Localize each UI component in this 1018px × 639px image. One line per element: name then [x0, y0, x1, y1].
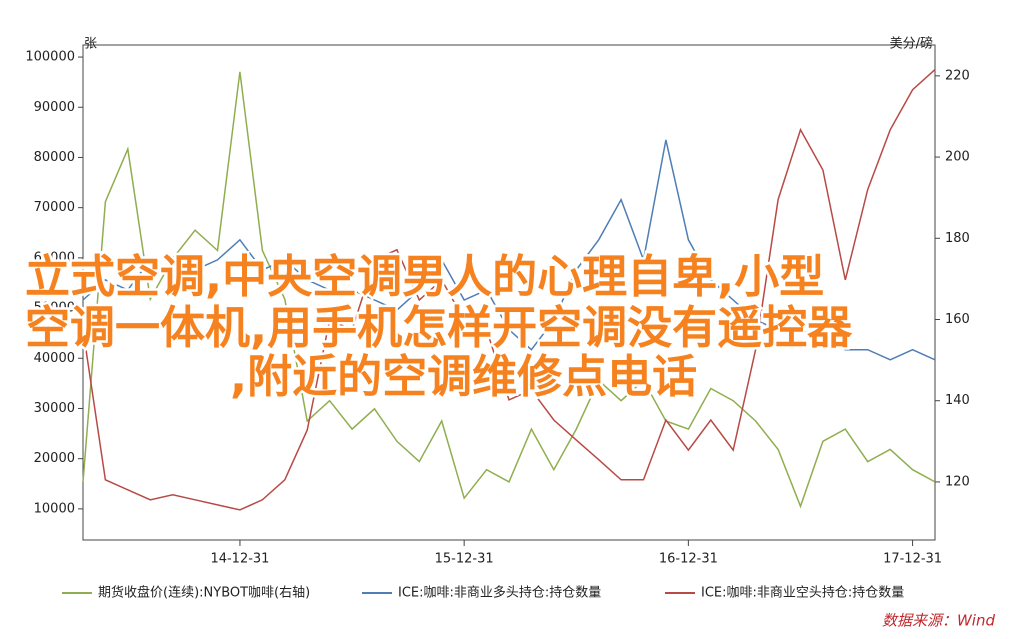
- x-tick-label: 14-12-31: [210, 552, 269, 567]
- plot-frame: [82, 44, 936, 541]
- source: 数据来源：Wind: [882, 612, 996, 630]
- overlay-text: ,附近的空调维修点电话: [230, 350, 697, 403]
- y-tick-label: 10000: [34, 501, 75, 516]
- x-tick-label: 15-12-31: [435, 552, 494, 567]
- x-tick-label: 16-12-31: [659, 552, 718, 567]
- y2-tick-label: 120: [945, 474, 970, 489]
- y2-unit: 美分/磅: [890, 36, 933, 52]
- y2-tick-label: 180: [945, 231, 970, 246]
- series-line: [82, 71, 936, 509]
- y-tick-label: 70000: [34, 200, 75, 215]
- x-tick-label: 17-12-31: [883, 552, 942, 567]
- overlay-text: 立式空调,中央空调男人的心理自卑,小型: [25, 250, 824, 303]
- y2-tick-label: 160: [945, 312, 970, 327]
- overlay-text: 空调一体机,用手机怎样开空调没有遥控器: [25, 301, 853, 354]
- y2-tick-label: 220: [945, 68, 970, 83]
- y-tick-label: 90000: [34, 100, 75, 115]
- legend-label: ICE:咖啡:非商业多头持仓:持仓数量: [398, 585, 601, 601]
- y2-tick-label: 140: [945, 393, 970, 408]
- legend-label: ICE:咖啡:非商业空头持仓:持仓数量: [701, 586, 904, 601]
- y-tick-label: 60000: [34, 250, 75, 265]
- legend-label: 期货收盘价(连续):NYBOT咖啡(右轴): [98, 585, 310, 601]
- y-tick-label: 30000: [34, 401, 75, 416]
- series-line: [82, 139, 936, 361]
- y-tick-label: 40000: [34, 351, 75, 366]
- y-unit: 张: [84, 37, 97, 52]
- y-tick-label: 100000: [25, 50, 75, 65]
- y-tick-label: 20000: [34, 451, 75, 466]
- y-tick-label: 80000: [34, 150, 75, 165]
- series-line: [82, 69, 936, 511]
- y2-tick-label: 200: [945, 150, 970, 165]
- y-tick-label: 50000: [34, 301, 75, 316]
